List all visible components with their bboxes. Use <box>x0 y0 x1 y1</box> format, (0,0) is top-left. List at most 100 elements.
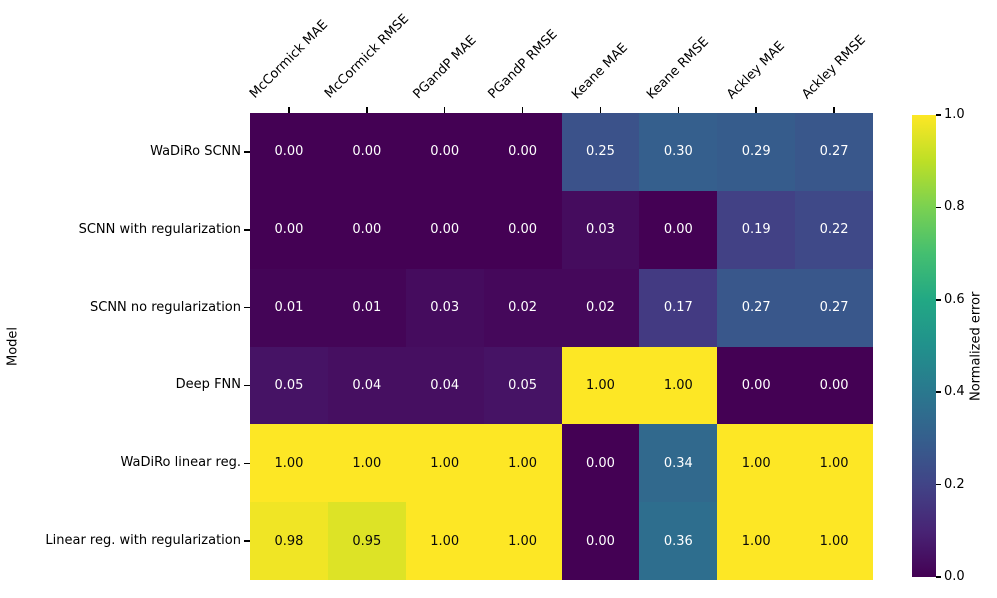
heatmap-cell: 1.00 <box>250 424 328 503</box>
y-tick <box>244 462 250 464</box>
heatmap-cell: 0.17 <box>639 268 718 347</box>
x-tick-label: McCormick MAE <box>246 17 331 102</box>
x-tick-label: Keane MAE <box>569 40 632 102</box>
heatmap-cell: 0.00 <box>639 190 718 269</box>
cell-value: 0.25 <box>585 144 615 160</box>
cell-value: 0.03 <box>430 300 460 316</box>
heatmap-cell: 0.04 <box>405 346 484 425</box>
cell-value: 0.04 <box>352 377 382 393</box>
heatmap-cell: 0.00 <box>405 190 484 269</box>
cell-value: 0.00 <box>430 222 460 238</box>
cell-value: 0.00 <box>352 222 382 238</box>
heatmap-cell: 0.04 <box>327 346 406 425</box>
heatmap-cell: 1.00 <box>483 424 562 503</box>
heatmap-cell: 0.02 <box>561 268 640 347</box>
y-tick-label: SCNN with regularization <box>78 221 241 237</box>
cell-value: 1.00 <box>274 455 304 471</box>
heatmap-cell: 0.00 <box>561 502 640 580</box>
cell-value: 1.00 <box>352 455 382 471</box>
cell-value: 0.02 <box>585 300 615 316</box>
heatmap-cell: 0.00 <box>327 190 406 269</box>
cell-value: 0.17 <box>663 300 693 316</box>
heatmap-cell: 0.95 <box>327 502 406 580</box>
cell-value: 1.00 <box>430 533 460 549</box>
cell-value: 1.00 <box>430 455 460 471</box>
cell-value: 0.95 <box>352 533 382 549</box>
cell-value: 0.00 <box>585 533 615 549</box>
cell-value: 1.00 <box>585 377 615 393</box>
x-tick-label: Ackley RMSE <box>799 32 869 102</box>
cell-value: 0.00 <box>274 222 304 238</box>
y-tick <box>244 384 250 387</box>
cell-value: 0.05 <box>274 377 304 393</box>
x-tick <box>288 107 290 113</box>
heatmap-cell: 1.00 <box>795 502 873 580</box>
x-tick <box>833 107 835 113</box>
cell-value: 1.00 <box>819 533 849 549</box>
cell-value: 0.00 <box>508 144 538 160</box>
heatmap-cell: 0.29 <box>717 113 796 191</box>
x-tick-label: Ackley MAE <box>724 38 789 102</box>
colorbar-tick <box>936 391 941 393</box>
heatmap-cell: 1.00 <box>405 424 484 503</box>
colorbar-tick-label: 0.0 <box>944 569 965 584</box>
heatmap-cell: 0.27 <box>795 268 873 347</box>
cell-value: 1.00 <box>741 533 771 549</box>
cell-value: 0.02 <box>508 300 538 316</box>
x-tick <box>755 107 757 113</box>
y-tick-label: Deep FNN <box>175 377 241 393</box>
heatmap-cell: 0.00 <box>327 113 406 191</box>
heatmap-cell: 1.00 <box>717 424 796 503</box>
cell-value: 0.29 <box>741 144 771 160</box>
cell-value: 0.98 <box>274 533 304 549</box>
y-tick-label: WaDiRo SCNN <box>150 143 241 159</box>
heatmap-cell: 0.36 <box>639 502 718 580</box>
colorbar-tick-label: 0.4 <box>944 384 965 400</box>
heatmap-cell: 0.00 <box>405 113 484 191</box>
colorbar-tick <box>936 483 941 486</box>
x-tick-label: Keane RMSE <box>644 34 713 102</box>
heatmap-cell: 0.00 <box>795 346 873 425</box>
heatmap-cell: 0.00 <box>561 424 640 503</box>
cell-value: 0.36 <box>663 533 693 549</box>
colorbar-tick-label: 1.0 <box>944 107 965 122</box>
y-axis-label: Model <box>5 326 21 367</box>
x-tick <box>521 107 524 113</box>
cell-value: 1.00 <box>741 455 771 471</box>
heatmap-cell: 0.27 <box>717 268 796 347</box>
cell-value: 0.27 <box>819 300 849 316</box>
y-tick-label: WaDiRo linear reg. <box>120 455 242 471</box>
cell-value: 0.19 <box>741 222 771 238</box>
heatmap-cell: 0.98 <box>250 502 328 580</box>
cell-value: 1.00 <box>663 377 693 393</box>
heatmap-cell: 0.05 <box>250 346 328 425</box>
heatmap-cell: 0.01 <box>327 268 406 347</box>
x-tick <box>366 107 368 113</box>
cell-value: 0.00 <box>585 455 615 471</box>
colorbar <box>912 115 936 577</box>
cell-value: 0.00 <box>352 144 382 160</box>
x-tick <box>677 107 680 113</box>
heatmap-cell: 0.00 <box>250 190 328 269</box>
y-tick <box>244 540 250 542</box>
cell-value: 0.00 <box>274 144 304 160</box>
heatmap-cell: 0.01 <box>250 268 328 347</box>
heatmap-cell: 0.00 <box>717 346 796 425</box>
heatmap-cell: 0.03 <box>405 268 484 347</box>
heatmap-cell: 0.00 <box>250 113 328 191</box>
y-tick-label: SCNN no regularization <box>89 299 241 315</box>
heatmap-cell: 0.05 <box>483 346 562 425</box>
cell-value: 0.27 <box>819 144 849 160</box>
heatmap-cell: 0.34 <box>639 424 718 503</box>
y-tick <box>244 151 250 153</box>
cell-value: 0.27 <box>741 300 771 316</box>
x-tick <box>443 107 446 113</box>
cell-value: 0.00 <box>741 377 771 393</box>
heatmap-cell: 0.03 <box>561 190 640 269</box>
heatmap-cell: 0.27 <box>795 113 873 191</box>
heatmap-cell: 0.30 <box>639 113 718 191</box>
colorbar-tick <box>936 206 941 209</box>
heatmap-cell: 0.00 <box>483 113 562 191</box>
y-tick-label: Linear reg. with regularization <box>45 533 241 549</box>
